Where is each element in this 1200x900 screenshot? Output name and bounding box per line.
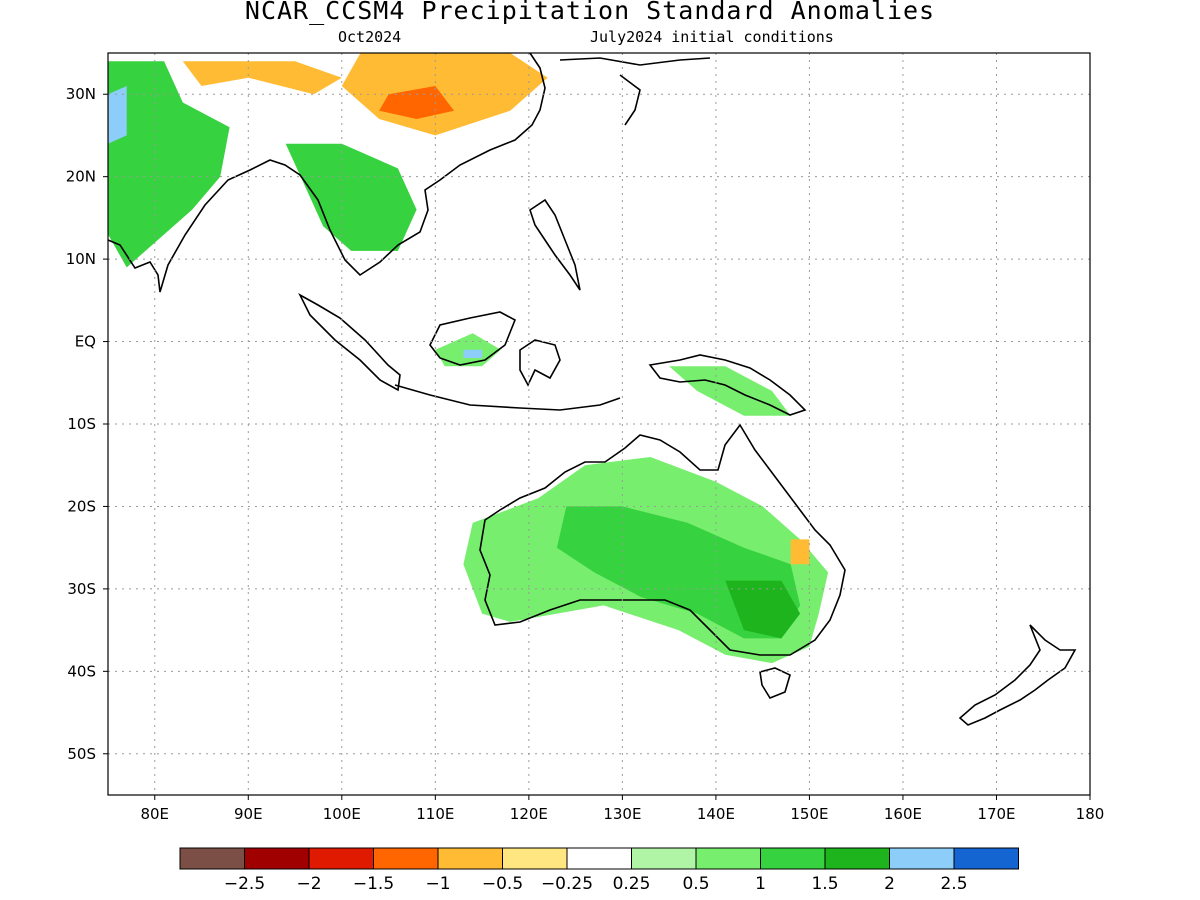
colorbar-swatch [824,847,890,870]
lat-tick-label: 20S [67,497,96,515]
target-month-label: Oct2024 [338,28,402,46]
anomaly-region-australia-se-core [725,580,801,639]
lat-tick-label: 30N [66,85,96,103]
lon-tick-label: 120E [510,805,548,823]
colorbar-label: −1.5 [353,874,394,894]
lat-tick-label: 30S [67,580,96,598]
lon-tick-label: 90E [234,805,263,823]
colorbar-swatch [631,847,697,870]
colorbar-swatch [695,847,761,870]
colorbar-label: −2 [296,874,321,894]
anomaly-region-indochina-wet [285,143,417,251]
anomaly-region-borneo-core [463,349,483,358]
anomaly-region-india-west-wet [108,86,127,144]
lon-tick-label: 170E [977,805,1015,823]
colorbar-label: 2 [884,874,895,894]
colorbar-label: −1 [425,874,450,894]
colorbar-label: −0.25 [541,874,593,894]
colorbar-swatch [179,847,245,870]
lon-tick-label: 160E [884,805,922,823]
lat-tick-label: 20N [66,168,96,186]
lon-tick-label: 150E [790,805,828,823]
lon-tick-label: 110E [416,805,454,823]
colorbar-swatch [502,847,568,870]
colorbar-swatch [953,847,1019,870]
lat-tick-label: 50S [67,745,96,763]
colorbar-swatch [437,847,503,870]
lat-tick-label: EQ [75,333,96,351]
colorbar: −2.5 −2 −1.5 −1 −0.5 −0.25 0.25 0.5 1 1.5 2 2.5 [179,847,1019,894]
colorbar-label: −0.5 [482,874,523,894]
colorbar-swatch [308,847,374,870]
anomaly-region-new-guinea-wet [669,366,791,416]
lon-tick-label: 80E [140,805,169,823]
colorbar-label: 2.5 [940,874,967,894]
lon-tick-label: 180 [1076,805,1105,823]
colorbar-label: 0.25 [613,874,651,894]
colorbar-label: 1 [755,874,766,894]
colorbar-label: 1.5 [811,874,838,894]
anomaly-region-australia-east-dry [790,539,810,565]
lat-tick-label: 10N [66,250,96,268]
colorbar-swatch [244,847,310,870]
colorbar-swatch [566,847,632,870]
axis-ticks: 80E 90E 100E 110E 120E 130E 140E 150E 160E 170E 18… [66,85,1105,823]
colorbar-label: 0.5 [682,874,709,894]
anomaly-region-tibet-dry [182,61,342,95]
lon-tick-label: 130E [603,805,641,823]
map-title: NCAR_CCSM4 Precipitation Standard Anomal… [244,0,936,25]
colorbar-swatch [760,847,826,870]
lon-tick-label: 140E [697,805,735,823]
colorbar-swatch [373,847,439,870]
anomaly-region-india-northwest [108,61,230,268]
lon-tick-label: 100E [323,805,361,823]
lat-tick-label: 40S [67,662,96,680]
coastlines [108,53,1077,726]
colorbar-swatch [889,847,955,870]
graticule [108,53,1090,795]
init-conditions-label: July2024 initial conditions [590,28,834,46]
colorbar-label: −2.5 [224,874,265,894]
lat-tick-label: 10S [67,415,96,433]
